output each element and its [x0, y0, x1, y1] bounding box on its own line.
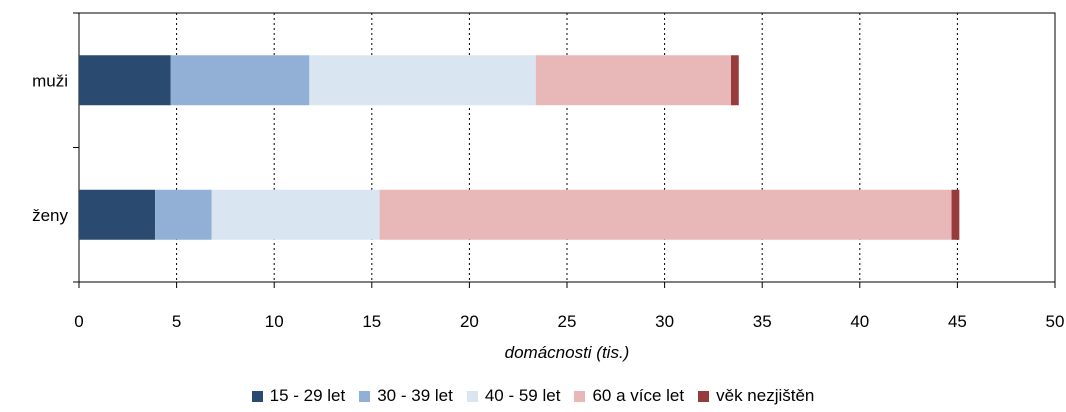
bars — [79, 55, 960, 240]
legend-item: 30 - 39 let — [359, 386, 453, 406]
bar-segment — [535, 55, 731, 106]
category-label: muži — [32, 71, 68, 90]
legend: 15 - 29 let 30 - 39 let 40 - 59 let 60 a ví… — [0, 386, 1066, 406]
x-tick-label: 35 — [753, 312, 772, 331]
x-tick-label: 20 — [460, 312, 479, 331]
bar-segment — [951, 189, 960, 240]
x-tick-label: 40 — [850, 312, 869, 331]
bar-segment — [730, 55, 739, 106]
legend-label: 40 - 59 let — [484, 386, 561, 405]
legend-label: 15 - 29 let — [269, 386, 346, 405]
legend-label: 60 a více let — [592, 386, 685, 405]
bar-segment — [211, 189, 380, 240]
legend-item: 40 - 59 let — [466, 386, 561, 406]
x-tick-label: 15 — [362, 312, 381, 331]
x-tick-label: 10 — [265, 312, 284, 331]
legend-item: věk nezjištěn — [698, 386, 814, 406]
axes: 0 5 10 15 20 25 30 35 40 45 50 muži ženy — [32, 12, 1065, 331]
legend-swatch — [359, 390, 371, 402]
legend-label: 30 - 39 let — [377, 386, 453, 405]
x-tick-label: 45 — [948, 312, 967, 331]
bar-segment — [155, 189, 212, 240]
bar-segment — [79, 189, 156, 240]
x-tick-label: 30 — [655, 312, 674, 331]
category-label: ženy — [32, 206, 68, 225]
bar-segment — [170, 55, 310, 106]
bar-segment — [79, 55, 171, 106]
bar-segment — [309, 55, 536, 106]
legend-item: 15 - 29 let — [251, 386, 346, 406]
legend-swatch — [574, 390, 586, 402]
x-axis-label: domácnosti (tis.) — [505, 343, 630, 362]
x-tick-label: 5 — [172, 312, 181, 331]
legend-label: věk nezjištěn — [716, 386, 815, 405]
x-tick-label: 0 — [74, 312, 83, 331]
x-tick-label: 50 — [1046, 312, 1065, 331]
legend-swatch — [251, 390, 263, 402]
x-tick-label: 25 — [558, 312, 577, 331]
legend-swatch — [466, 390, 478, 402]
legend-item: 60 a více let — [574, 386, 684, 406]
legend-swatch — [698, 390, 710, 402]
bar-segment — [379, 189, 952, 240]
